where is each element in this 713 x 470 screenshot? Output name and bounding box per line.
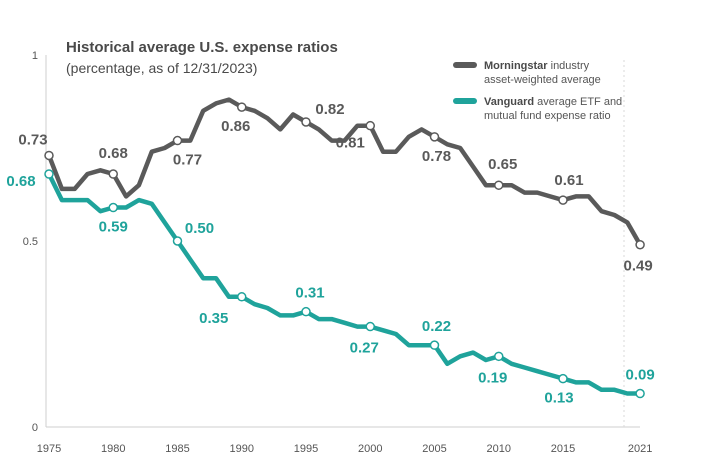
legend: Morningstar industry asset-weighted aver… [453, 60, 622, 122]
data-label-vanguard: 0.19 [478, 369, 507, 386]
data-label-morningstar: 0.81 [336, 135, 365, 152]
y-tick-labels: 00.51 [23, 50, 38, 434]
data-label-morningstar: 0.77 [173, 152, 202, 169]
data-point-vanguard [172, 236, 183, 246]
data-point-vanguard [494, 351, 504, 362]
data-label-vanguard: 0.68 [6, 173, 35, 190]
data-label-morningstar: 0.49 [623, 258, 652, 275]
legend-morningstar-name: Morningstar [484, 60, 548, 72]
legend-vanguard-rest: average ETF and [534, 96, 622, 108]
x-tick-label: 2021 [628, 443, 652, 455]
y-tick-label: 0.5 [23, 236, 38, 248]
x-tick-label: 1975 [37, 443, 61, 455]
legend-label-vanguard: Vanguard average ETF and [484, 96, 622, 108]
legend-morningstar-rest: industry [548, 60, 590, 72]
x-tick-labels: 1975 1980 1985 1990 1995 2000 2005 2010 2015 2021 [37, 443, 653, 455]
data-point-morningstar [301, 117, 311, 127]
data-point-morningstar [172, 135, 183, 146]
x-tick-label: 1990 [230, 443, 254, 455]
data-point-vanguard [365, 321, 375, 332]
data-point-morningstar [429, 132, 440, 142]
legend-vanguard-name: Vanguard [484, 96, 534, 108]
data-point-vanguard [635, 388, 645, 399]
x-tick-label: 2010 [487, 443, 511, 455]
data-label-vanguard: 0.31 [295, 285, 324, 302]
data-point-vanguard [237, 292, 247, 302]
data-label-vanguard: 0.09 [625, 367, 654, 384]
data-point-morningstar [237, 102, 247, 112]
data-label-vanguard: 0.27 [350, 340, 379, 357]
x-tick-label: 2015 [551, 443, 575, 455]
data-label-vanguard: 0.50 [185, 220, 214, 237]
x-tick-label: 1995 [294, 443, 318, 455]
x-tick-label: 2000 [358, 443, 382, 455]
plot-area: 0.73 0.68 0.77 0.86 0.82 0.81 0.78 0.65 0.61 0.49… [6, 97, 655, 407]
x-tick-label: 2005 [422, 443, 446, 455]
y-tick-label: 0 [32, 422, 38, 434]
data-label-morningstar: 0.82 [315, 101, 344, 118]
x-tick-label: 1985 [165, 443, 189, 455]
chart-title: Historical average U.S. expense ratios [66, 39, 338, 56]
data-label-morningstar: 0.65 [488, 156, 517, 173]
data-label-morningstar: 0.78 [422, 148, 451, 165]
legend-label-morningstar-line2: asset-weighted average [484, 74, 601, 86]
data-label-morningstar: 0.86 [221, 118, 250, 135]
data-point-morningstar [108, 169, 118, 179]
data-label-morningstar: 0.73 [18, 131, 47, 148]
data-label-vanguard: 0.13 [544, 390, 573, 407]
data-point-vanguard [429, 340, 440, 350]
data-point-vanguard [108, 202, 118, 213]
data-label-morningstar: 0.61 [554, 172, 583, 189]
data-point-vanguard [558, 373, 568, 384]
x-tick-label: 1980 [101, 443, 125, 455]
data-point-vanguard [301, 306, 311, 317]
data-point-morningstar [365, 120, 375, 131]
series-line-vanguard [46, 171, 643, 396]
legend-label-morningstar: Morningstar industry [484, 60, 590, 72]
data-point-morningstar [494, 180, 504, 190]
data-point-vanguard [44, 169, 54, 179]
legend-label-vanguard-line2: mutual fund expense ratio [484, 110, 611, 122]
data-point-morningstar [44, 150, 54, 161]
y-tick-label: 1 [32, 50, 38, 62]
data-label-vanguard: 0.22 [422, 318, 451, 335]
data-point-morningstar [635, 239, 645, 250]
chart-subtitle: (percentage, as of 12/31/2023) [66, 60, 257, 76]
data-label-vanguard: 0.35 [199, 310, 228, 327]
series-line-morningstar [46, 97, 643, 247]
data-label-vanguard: 0.59 [99, 219, 128, 236]
data-label-morningstar: 0.68 [99, 145, 128, 162]
data-point-morningstar [558, 195, 568, 205]
